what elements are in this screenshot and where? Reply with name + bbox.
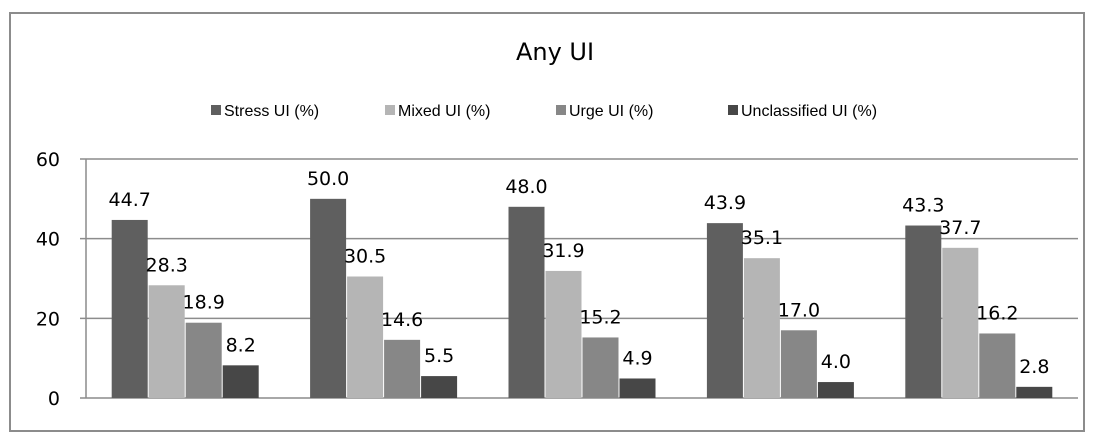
chart-title: Any UI [516, 38, 594, 66]
y-tick-label-0: 0 [48, 388, 60, 410]
data-label-1-2: 31.9 [542, 240, 584, 262]
legend-label-0: Stress UI (%) [224, 103, 319, 120]
bars [111, 198, 1053, 398]
y-tick-label-3: 60 [36, 149, 60, 171]
bar-2-4 [979, 333, 1016, 398]
data-label-1-1: 30.5 [344, 246, 386, 268]
data-label-3-4: 2.8 [1019, 356, 1049, 378]
bar-1-0 [148, 285, 185, 398]
data-label-0-1: 50.0 [307, 168, 349, 190]
bar-2-1 [384, 339, 421, 398]
data-label-1-4: 37.7 [939, 217, 981, 239]
data-label-0-4: 43.3 [902, 195, 944, 217]
bar-0-4 [905, 225, 942, 398]
bar-3-1 [421, 376, 458, 398]
legend-label-1: Mixed UI (%) [398, 103, 490, 120]
data-label-2-3: 17.0 [778, 299, 820, 321]
data-label-1-0: 28.3 [146, 254, 188, 276]
legend-label-3: Unclassified UI (%) [741, 103, 877, 120]
data-label-2-4: 16.2 [976, 302, 1018, 324]
data-label-1-3: 35.1 [741, 227, 783, 249]
bar-3-4 [1016, 386, 1053, 398]
data-label-0-3: 43.9 [704, 192, 746, 214]
bar-2-2 [582, 337, 619, 398]
data-label-3-3: 4.0 [821, 351, 851, 373]
bar-3-3 [817, 382, 854, 398]
bar-3-2 [619, 378, 656, 398]
bar-0-1 [310, 198, 347, 398]
bar-0-0 [111, 219, 148, 398]
y-tick-label-2: 40 [36, 229, 60, 251]
bar-0-2 [508, 206, 545, 398]
bar-1-2 [545, 270, 582, 398]
bar-2-0 [185, 322, 222, 398]
data-label-2-1: 14.6 [381, 309, 423, 331]
data-labels: 44.7 28.3 18.98.2 50.0 30.5 14.65.5 48.0 31.9 15… [109, 168, 1050, 378]
data-label-2-0: 18.9 [183, 292, 225, 314]
data-label-0-0: 44.7 [109, 189, 151, 211]
bar-1-1 [347, 276, 384, 398]
y-tick-label-1: 20 [36, 308, 60, 330]
bar-0-3 [706, 223, 743, 398]
legend-label-2: Urge UI (%) [569, 103, 653, 120]
legend-swatch-0 [211, 105, 221, 115]
legend-swatch-3 [728, 105, 738, 115]
bar-3-0 [222, 365, 259, 398]
data-label-0-2: 48.0 [505, 176, 547, 198]
bar-2-3 [780, 330, 817, 398]
data-label-3-2: 4.9 [622, 347, 652, 369]
bar-1-4 [942, 247, 979, 398]
data-label-3-0: 8.2 [226, 334, 256, 356]
legend-swatch-1 [385, 105, 395, 115]
chart: Any UI Stress UI (%) Mixed UI (%) Urge UI … [36, 38, 1078, 410]
data-label-2-2: 15.2 [579, 306, 621, 328]
bar-1-3 [743, 258, 780, 398]
legend-swatch-2 [556, 105, 566, 115]
legend: Stress UI (%) Mixed UI (%) Urge UI (%) Uncl… [211, 103, 877, 120]
data-label-3-1: 5.5 [424, 345, 454, 367]
y-axis: 0 20 40 60 [36, 149, 87, 410]
